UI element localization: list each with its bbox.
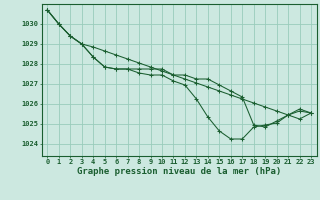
X-axis label: Graphe pression niveau de la mer (hPa): Graphe pression niveau de la mer (hPa) xyxy=(77,167,281,176)
